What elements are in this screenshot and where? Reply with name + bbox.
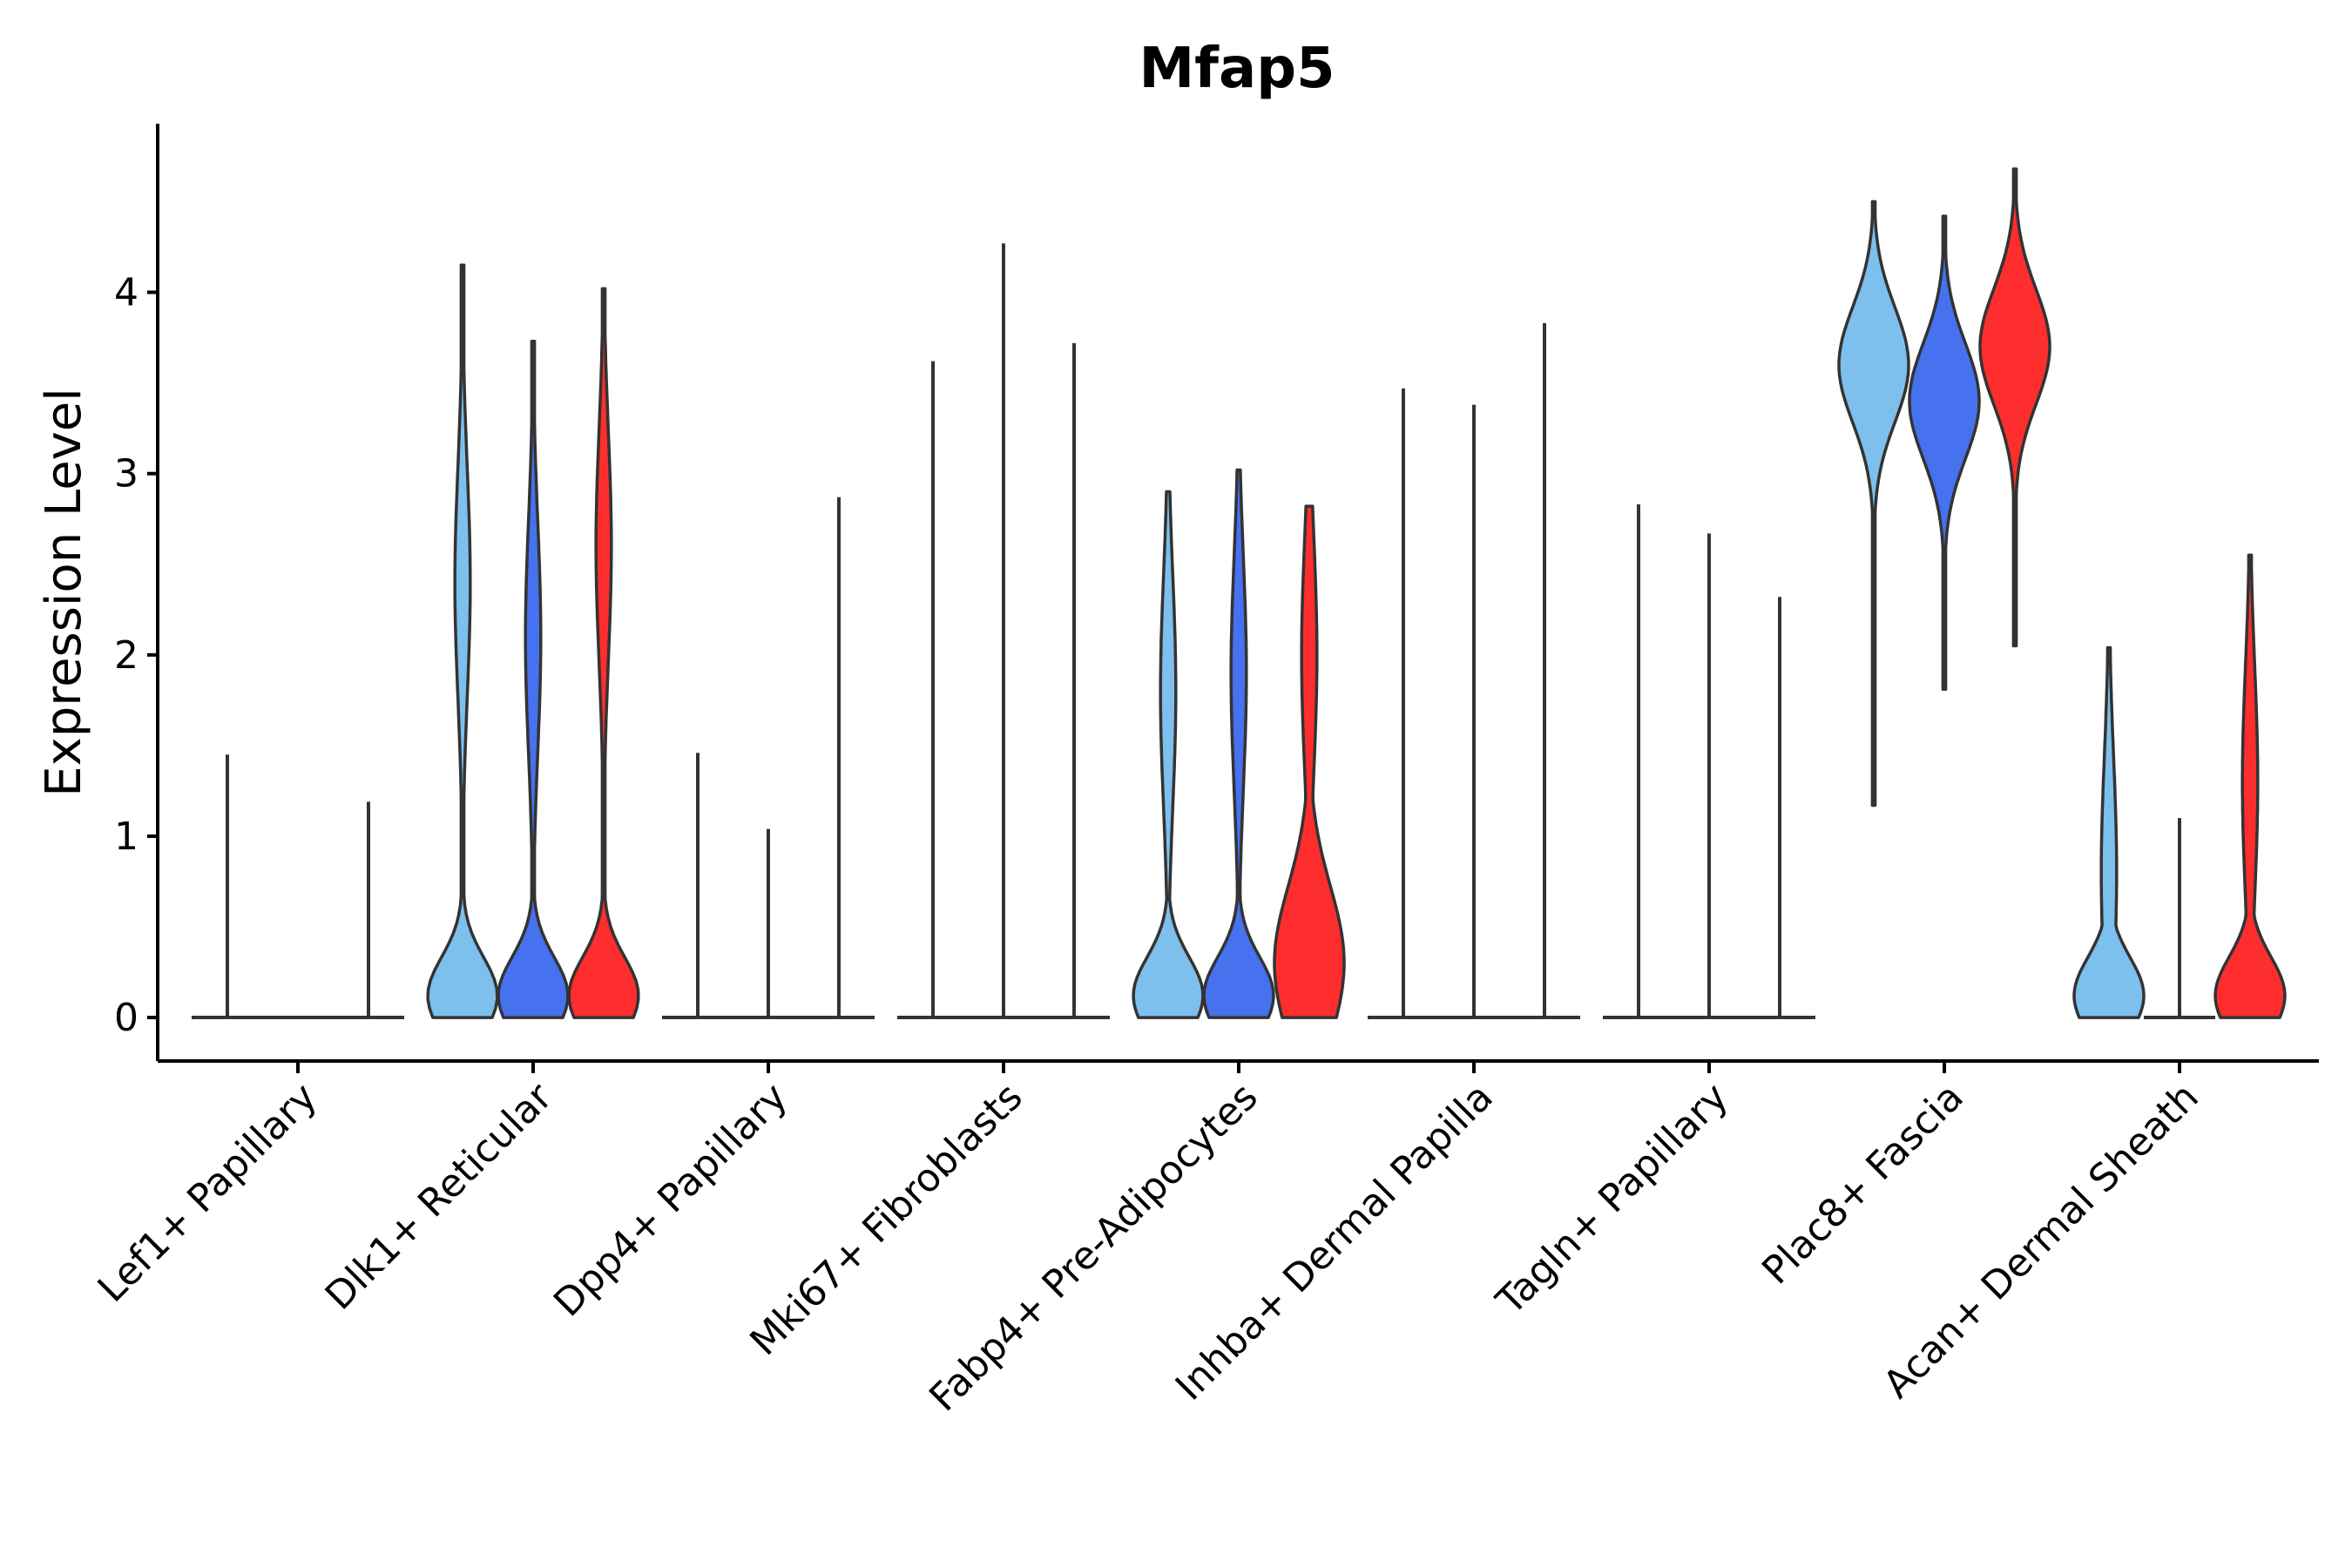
x-tick-label-6: Tagln+ Papillary [1488,1075,1737,1324]
x-tick-label-1: Dlk1+ Reticular [317,1074,562,1319]
x-tick-label-2: Dpp4+ Papillary [545,1075,796,1326]
y-tick-label-2: 2 [114,633,139,678]
violin-8-2 [2213,553,2287,1019]
y-tick-label-3: 3 [114,452,139,497]
x-tick-label-7: Plac8+ Fascia [1754,1075,1972,1294]
violin-4-0 [1132,490,1205,1019]
violin-8-0 [2072,645,2146,1019]
violin-7-1 [1908,214,1981,692]
violin-1-2 [567,287,640,1019]
violin-7-2 [1978,167,2051,648]
violin-1-0 [426,263,499,1019]
y-tick-label-1: 1 [114,814,139,859]
violin-1-1 [497,339,570,1019]
violin-4-1 [1202,468,1275,1019]
y-tick-label-0: 0 [114,996,139,1040]
y-axis-label: Expression Level [36,388,92,797]
y-tick-label-4: 4 [114,271,139,315]
chart-title: Mfap5 [1139,37,1335,101]
violin-7-0 [1837,199,1910,808]
violins-layer [192,167,2287,1020]
violin-4-2 [1273,504,1346,1019]
x-tick-label-0: Lef1+ Papillary [90,1075,326,1311]
